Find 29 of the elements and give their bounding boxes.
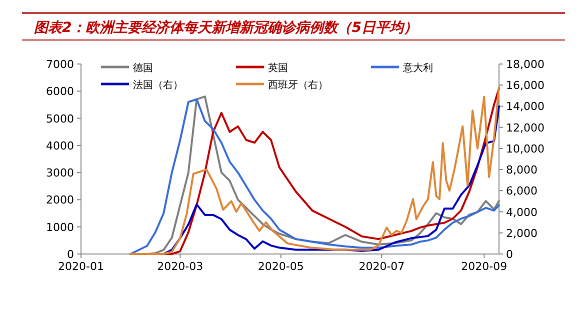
- legend-label: 英国: [268, 62, 288, 74]
- legend-label: 法国（右）: [133, 79, 183, 91]
- y2-tick-label: 2,000: [506, 226, 538, 240]
- y-tick-label: 6000: [46, 85, 74, 98]
- x-tick-label: 2020-01: [58, 260, 104, 273]
- y2-tick-label: 0: [506, 248, 513, 261]
- y-tick-label: 2000: [46, 194, 74, 207]
- y-tick-label: 1000: [46, 220, 74, 234]
- y2-tick-label: 16,000: [506, 79, 544, 92]
- y2-tick-label: 4,000: [506, 206, 538, 219]
- y-tick-label: 4000: [46, 139, 74, 152]
- legend-label: 意大利: [402, 62, 433, 74]
- legend-label: 西班牙（右）: [268, 79, 328, 91]
- legend-label: 德国: [133, 63, 153, 74]
- y-tick-label: 5000: [46, 112, 74, 126]
- y-tick-label: 0: [67, 248, 74, 261]
- y-tick-label: 3000: [46, 166, 74, 180]
- x-tick-label: 2020-05: [258, 260, 304, 273]
- y2-tick-label: 18,000: [506, 58, 544, 71]
- y2-tick-label: 12,000: [506, 121, 544, 134]
- y2-tick-label: 14,000: [506, 100, 544, 114]
- x-tick-label: 2020-09: [461, 260, 508, 273]
- y2-tick-label: 8,000: [506, 164, 538, 177]
- chart-title: 图表2：欧洲主要经济体每天新增新冠确诊病例数（5日平均）: [34, 19, 418, 36]
- y2-tick-label: 6,000: [506, 184, 538, 198]
- y-tick-label: 7000: [46, 58, 74, 71]
- x-tick-label: 2020-07: [358, 260, 405, 273]
- y2-tick-label: 10,000: [506, 142, 544, 156]
- x-tick-label: 2020-03: [157, 260, 204, 273]
